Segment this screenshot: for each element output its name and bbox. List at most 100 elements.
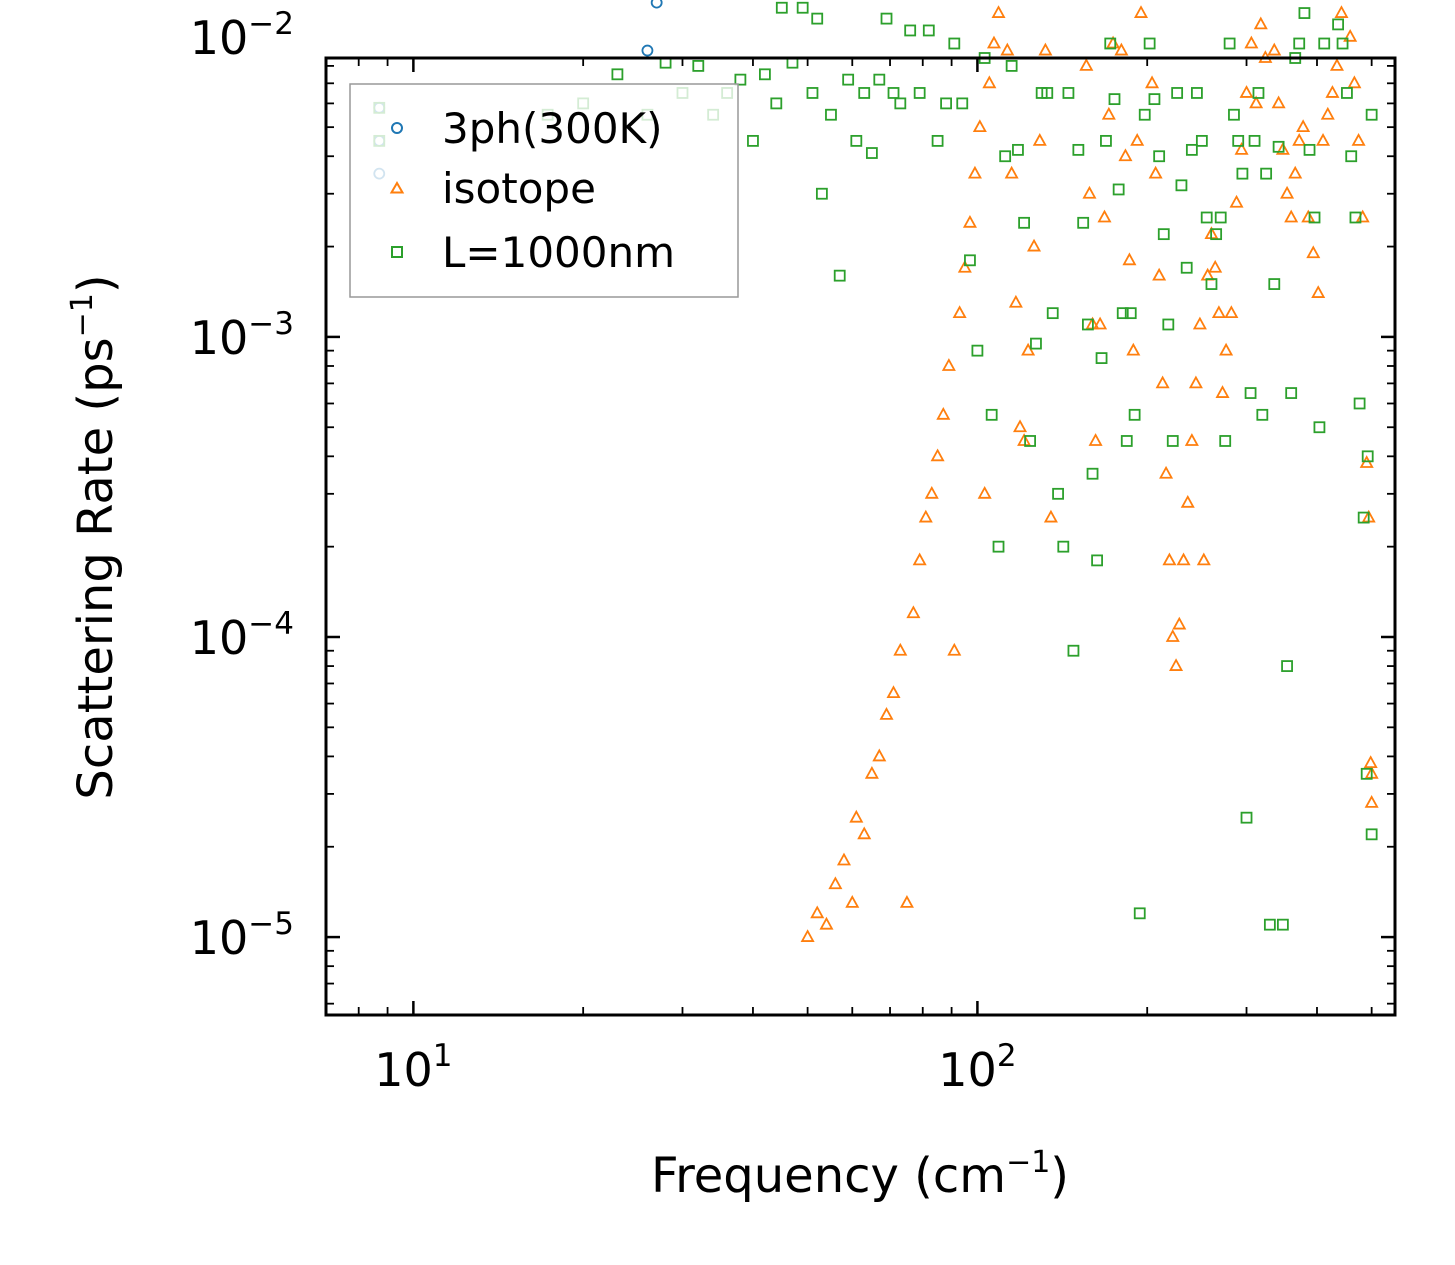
data-point	[1012, 419, 1028, 433]
data-point	[1228, 108, 1240, 121]
data-point	[734, 73, 747, 86]
data-point	[1215, 385, 1230, 398]
data-point	[913, 87, 926, 99]
data-point	[845, 895, 860, 908]
x-axis-label: Frequency (cm−1)	[651, 1145, 1069, 1204]
y-tick-label: 10−2	[190, 6, 294, 65]
data-point	[1281, 660, 1293, 672]
data-point	[1062, 87, 1075, 99]
data-point	[1104, 37, 1117, 50]
data-point	[1364, 795, 1379, 808]
data-point	[1145, 75, 1160, 89]
data-point	[1176, 552, 1191, 566]
data-point	[865, 147, 878, 159]
data-point	[1320, 106, 1335, 120]
data-point	[1032, 133, 1047, 146]
data-point	[1208, 259, 1223, 273]
plot-frame	[324, 56, 1397, 1017]
data-point	[1334, 5, 1349, 18]
data-point	[1249, 95, 1264, 109]
data-point	[873, 73, 886, 86]
data-point	[650, 0, 663, 9]
data-point	[1138, 108, 1151, 121]
data-point	[1223, 37, 1236, 50]
data-point	[1205, 278, 1218, 290]
data-point	[941, 358, 956, 371]
data-point	[1351, 133, 1366, 146]
data-point	[1285, 387, 1298, 399]
data-point	[1353, 397, 1366, 410]
data-point	[1169, 658, 1184, 671]
x-tick-label: 101	[374, 1038, 452, 1097]
data-point	[1229, 194, 1244, 208]
data-point	[893, 642, 908, 656]
data-point	[1188, 375, 1203, 389]
data-point	[1191, 87, 1203, 99]
data-point	[828, 876, 843, 890]
legend-label-l1000nm: L=1000nm	[442, 228, 675, 277]
data-point	[894, 97, 907, 110]
data-point	[1118, 148, 1133, 162]
data-point	[964, 254, 976, 267]
data-point	[1100, 134, 1112, 147]
legend-marker-3ph	[391, 122, 403, 134]
data-point	[972, 119, 987, 133]
data-point	[1143, 37, 1156, 50]
data-point	[842, 73, 855, 86]
data-point	[1192, 316, 1207, 330]
data-point	[1349, 211, 1362, 224]
data-point	[770, 97, 783, 110]
data-point	[1276, 918, 1289, 931]
data-point	[1166, 435, 1179, 447]
data-point	[1024, 435, 1037, 447]
data-point	[1155, 375, 1170, 389]
data-point	[1005, 60, 1018, 72]
y-ticks: 10010−110−210−310−410−5	[190, 6, 1395, 1005]
data-point	[849, 809, 864, 823]
data-point	[922, 24, 935, 37]
data-point	[1082, 318, 1094, 331]
data-point	[1086, 467, 1099, 480]
data-point	[836, 852, 851, 866]
data-point	[1360, 767, 1373, 780]
data-point	[1093, 316, 1108, 330]
data-point	[1018, 216, 1031, 229]
data-point	[1284, 209, 1299, 223]
data-point	[952, 305, 967, 319]
data-point	[1313, 421, 1326, 434]
data-point	[1079, 58, 1094, 71]
data-point	[1311, 285, 1326, 298]
data-point	[880, 12, 893, 25]
legend: 3ph(300K) isotope L=1000nm	[349, 83, 739, 298]
data-point	[692, 60, 705, 72]
data-point	[1030, 337, 1042, 350]
data-point	[611, 68, 624, 81]
data-point	[999, 150, 1012, 163]
data-point	[1268, 278, 1281, 290]
data-point	[1292, 133, 1307, 146]
data-point	[1244, 35, 1259, 49]
data-point	[1130, 133, 1145, 146]
data-point	[872, 748, 887, 762]
data-point	[1171, 87, 1184, 99]
data-point	[1347, 75, 1362, 89]
data-point	[800, 929, 815, 942]
data-point	[864, 765, 879, 779]
data-point	[986, 35, 1002, 49]
y-tick-label: 10−4	[190, 606, 294, 665]
data-point	[1365, 108, 1378, 121]
data-point	[992, 540, 1005, 553]
data-point	[1244, 387, 1257, 399]
data-point	[1240, 811, 1253, 824]
data-point	[1101, 106, 1116, 120]
y-axis-label: Scattering Rate (ps−1)	[65, 274, 124, 799]
data-point	[1196, 552, 1211, 566]
legend-marker-isotope	[389, 181, 405, 194]
data-point	[1252, 87, 1265, 99]
data-point	[1219, 435, 1232, 447]
data-point	[1336, 37, 1349, 50]
data-point	[1017, 433, 1032, 446]
data-point	[825, 108, 837, 121]
data-point	[879, 707, 894, 720]
data-point	[1114, 42, 1129, 56]
